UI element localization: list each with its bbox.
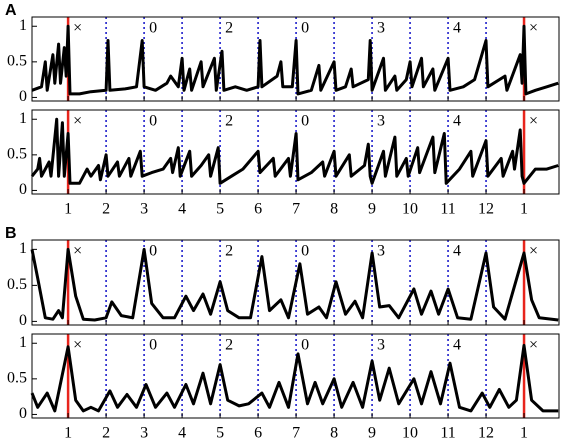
annotation: 3 [377,20,385,37]
trace [31,24,559,96]
annotation: 4 [453,243,461,260]
x-tick-label: 11 [440,425,455,442]
annotation: 2 [225,113,233,130]
x-tick-label: 6 [254,425,262,442]
annotation: 4 [453,113,461,130]
x-tick-label: 2 [102,425,110,442]
y-tick-label: 0 [19,88,27,105]
trace [30,343,559,413]
x-tick-label: 11 [440,201,455,218]
annotation: × [529,243,538,260]
annotation: 4 [453,337,461,354]
x-tick-label: 12 [478,425,494,442]
x-tick-label: 6 [254,201,262,218]
x-tick-label: 9 [368,201,376,218]
annotation: × [529,337,538,354]
annotation: 0 [301,243,309,260]
x-tick-label: 7 [292,425,300,442]
axes-box [31,109,560,195]
x-tick-label: 8 [330,201,338,218]
annotation: × [73,243,82,260]
y-tick-label: 1 [19,17,27,34]
annotation: × [73,337,82,354]
panel-label: B [5,225,17,242]
y-tick-label: 1 [19,240,27,257]
annotation: 0 [149,20,157,37]
x-tick-label: 4 [178,425,186,442]
annotation: 2 [225,243,233,260]
annotation: × [529,20,538,37]
annotation: × [73,113,82,130]
x-tick-label: 1 [64,201,72,218]
x-tick-label: 4 [178,201,186,218]
x-tick-label: 10 [402,425,418,442]
annotation: × [73,20,82,37]
panel-label: A [5,2,17,19]
x-tick-label: 2 [102,201,110,218]
axes-box [31,16,560,102]
annotation: 3 [377,113,385,130]
annotation: 0 [301,20,309,37]
trace [30,117,559,185]
x-tick-label: 5 [216,425,224,442]
annotation: 3 [377,337,385,354]
annotation: 0 [149,113,157,130]
x-tick-label: 1 [520,425,528,442]
axes-box [31,333,560,419]
x-tick-label: 3 [140,425,148,442]
annotation: 4 [453,20,461,37]
annotation: 0 [301,113,309,130]
annotation: 0 [149,337,157,354]
y-tick-label: 0.5 [7,146,27,163]
x-tick-label: 7 [292,201,300,218]
annotation: 0 [301,337,309,354]
x-tick-label: 1 [520,201,528,218]
annotation: 2 [225,20,233,37]
annotation: 0 [149,243,157,260]
x-tick-label: 10 [402,201,418,218]
x-tick-label: 12 [478,201,494,218]
trace [30,247,559,322]
y-tick-label: 1 [19,110,27,127]
annotation: 3 [377,243,385,260]
x-tick-label: 3 [140,201,148,218]
y-tick-label: 0 [19,405,27,422]
x-tick-label: 9 [368,425,376,442]
y-tick-label: 0 [19,312,27,329]
y-tick-label: 0.5 [7,276,27,293]
y-tick-label: 0 [19,181,27,198]
annotation: 2 [225,337,233,354]
x-tick-label: 8 [330,425,338,442]
y-tick-label: 1 [19,334,27,351]
annotation: × [529,113,538,130]
axes-box [31,239,560,326]
x-tick-label: 1 [64,425,72,442]
y-tick-label: 0.5 [7,53,27,70]
y-tick-label: 0.5 [7,370,27,387]
x-tick-label: 5 [216,201,224,218]
